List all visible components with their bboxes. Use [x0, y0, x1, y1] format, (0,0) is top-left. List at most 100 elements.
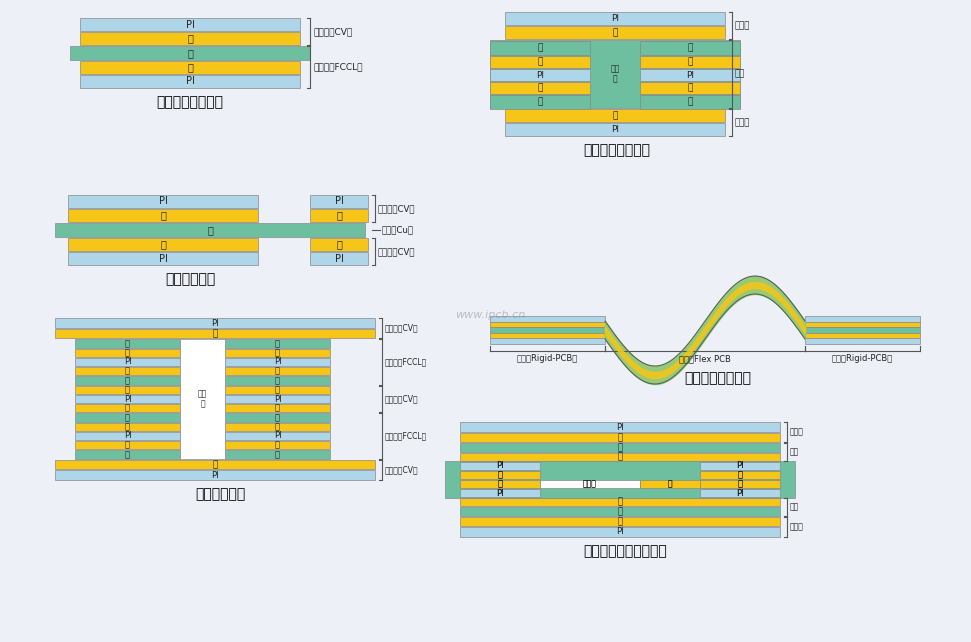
Text: 胶: 胶 — [668, 480, 672, 489]
Bar — [75, 450, 180, 459]
Bar — [80, 75, 300, 88]
Text: PI: PI — [185, 19, 194, 30]
Bar — [460, 527, 780, 537]
Text: 胶: 胶 — [618, 453, 622, 462]
Bar — [310, 252, 368, 265]
Bar — [805, 333, 920, 338]
Text: PI: PI — [335, 196, 344, 207]
Text: 胶: 胶 — [497, 480, 503, 489]
Bar — [640, 82, 740, 94]
Text: PI: PI — [736, 462, 744, 471]
Text: 胶: 胶 — [187, 62, 193, 73]
Text: 保护膜: 保护膜 — [790, 428, 804, 437]
Bar — [460, 489, 540, 497]
Bar — [700, 462, 780, 470]
Text: 铜: 铜 — [687, 44, 692, 53]
Text: PI: PI — [736, 489, 744, 498]
Text: 普通单面板结构图: 普通单面板结构图 — [156, 95, 223, 109]
Text: 铜: 铜 — [687, 98, 692, 107]
Bar — [490, 316, 605, 322]
Text: 胶: 胶 — [275, 349, 280, 358]
Bar — [700, 480, 780, 488]
Text: 胶: 胶 — [537, 58, 543, 67]
Text: 胶: 胶 — [687, 58, 692, 67]
Text: 胶: 胶 — [613, 111, 618, 120]
Text: 胶: 胶 — [275, 385, 280, 394]
Bar — [460, 433, 780, 442]
Bar — [68, 209, 258, 222]
Text: 基板生成双面板结构图: 基板生成双面板结构图 — [584, 544, 667, 558]
Text: 胶: 胶 — [275, 404, 280, 413]
Text: 孔化
孔: 孔化 孔 — [198, 389, 207, 409]
Text: PI: PI — [185, 76, 194, 87]
Bar — [490, 40, 740, 108]
Text: 普通双面板结构图: 普通双面板结构图 — [584, 143, 651, 157]
Text: 保护膜（CV）: 保护膜（CV） — [313, 27, 352, 36]
Text: 铜: 铜 — [207, 225, 213, 235]
Text: 铜: 铜 — [125, 450, 130, 459]
Text: 保护膜（CV）: 保护膜（CV） — [385, 394, 419, 404]
Text: 保护膜: 保护膜 — [790, 523, 804, 532]
Text: 保护膜（CV）: 保护膜（CV） — [385, 324, 419, 333]
Text: PI: PI — [496, 462, 504, 471]
Bar — [505, 109, 725, 122]
Text: 保护膜（CV）: 保护膜（CV） — [378, 204, 416, 213]
Text: 胶: 胶 — [497, 480, 503, 489]
Bar — [805, 327, 920, 333]
Bar — [75, 423, 180, 431]
Bar — [505, 26, 725, 39]
Bar — [540, 480, 640, 488]
Text: PI: PI — [123, 431, 131, 440]
Bar — [460, 498, 780, 506]
Text: 胶: 胶 — [275, 367, 280, 376]
Bar — [225, 404, 330, 412]
Bar — [310, 195, 368, 208]
Bar — [460, 471, 540, 479]
Text: 铜箔（Cu）: 铜箔（Cu） — [382, 225, 414, 234]
Bar — [55, 470, 375, 480]
Text: PI: PI — [335, 254, 344, 263]
Bar — [640, 95, 740, 109]
Bar — [75, 339, 180, 348]
Text: PI: PI — [274, 358, 282, 367]
Text: 胶: 胶 — [687, 83, 692, 92]
Text: 覆铜板（FCCL）: 覆铜板（FCCL） — [313, 62, 362, 71]
Text: PI: PI — [617, 422, 623, 431]
Text: 铜: 铜 — [275, 450, 280, 459]
Text: 胶: 胶 — [160, 239, 166, 250]
Bar — [460, 422, 780, 432]
Bar — [55, 223, 365, 237]
Text: PI: PI — [736, 462, 744, 471]
Text: 胶: 胶 — [125, 349, 130, 358]
Bar — [225, 386, 330, 394]
Bar — [460, 517, 780, 526]
Text: 胶: 胶 — [125, 385, 130, 394]
Text: 胶: 胶 — [537, 83, 543, 92]
Text: 保护膜: 保护膜 — [735, 21, 751, 30]
Bar — [805, 322, 920, 327]
Text: 硬板（Rigid-PCB）: 硬板（Rigid-PCB） — [832, 354, 893, 363]
Text: 胶: 胶 — [668, 480, 672, 489]
Bar — [490, 41, 590, 55]
Bar — [460, 480, 540, 488]
Text: 多层板结构图: 多层板结构图 — [195, 487, 245, 501]
Bar — [55, 318, 375, 328]
Text: 铜: 铜 — [125, 376, 130, 385]
Bar — [180, 339, 225, 459]
Bar — [460, 462, 540, 470]
Text: 胶: 胶 — [613, 28, 618, 37]
Text: 胶: 胶 — [618, 433, 622, 442]
Bar — [75, 349, 180, 357]
Text: 胶: 胶 — [125, 422, 130, 431]
Text: 胶: 胶 — [738, 480, 743, 489]
Bar — [75, 404, 180, 412]
Text: PI: PI — [211, 471, 218, 480]
Text: PI: PI — [611, 125, 619, 134]
Bar — [700, 489, 780, 497]
Bar — [75, 395, 180, 403]
Text: 保护膜: 保护膜 — [735, 118, 751, 127]
Bar — [700, 480, 780, 488]
Text: 保护膜（CV）: 保护膜（CV） — [385, 465, 419, 474]
Text: 铜: 铜 — [125, 413, 130, 422]
Text: PI: PI — [123, 358, 131, 367]
